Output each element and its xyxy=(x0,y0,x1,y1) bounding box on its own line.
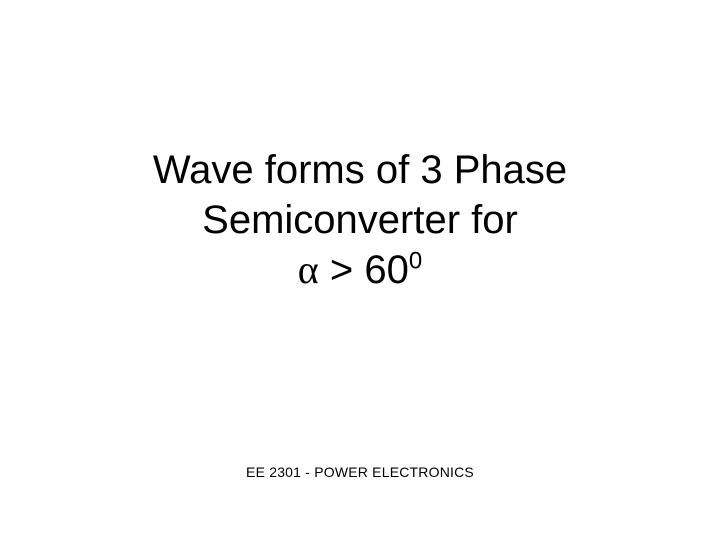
title-line-1: Wave forms of 3 Phase xyxy=(0,145,720,195)
slide-title: Wave forms of 3 Phase Semiconverter for … xyxy=(0,145,720,295)
title-line-3-rest: > 60 xyxy=(319,248,409,292)
slide: Wave forms of 3 Phase Semiconverter for … xyxy=(0,0,720,540)
slide-footer: EE 2301 - POWER ELECTRONICS xyxy=(0,464,720,480)
title-line-3: α > 600 xyxy=(0,245,720,295)
title-superscript: 0 xyxy=(409,248,422,275)
title-alpha-symbol: α xyxy=(298,247,319,292)
title-line-2: Semiconverter for xyxy=(0,195,720,245)
